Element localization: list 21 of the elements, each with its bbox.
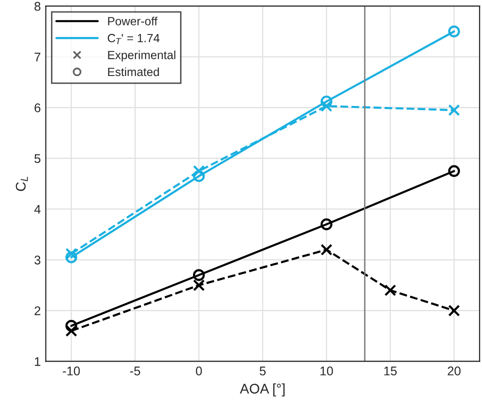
x-tick-label: 0 xyxy=(196,366,202,376)
annotation: Experimental xyxy=(108,50,176,62)
y-tick-label: 1 xyxy=(34,357,40,366)
x-tick-label: 5 xyxy=(260,366,266,376)
y-tick-label: 8 xyxy=(34,2,40,11)
x-tick-label: 10 xyxy=(320,366,333,376)
y-tick-label: 5 xyxy=(34,154,40,163)
y-tick-label: 2 xyxy=(34,306,40,316)
y-tick-label: 3 xyxy=(34,256,40,264)
legend-label: Power-off xyxy=(108,16,158,26)
y-tick-label: 4 xyxy=(34,205,41,214)
y-tick-label: 6 xyxy=(34,103,40,112)
x-tick-label: 20 xyxy=(448,366,461,376)
annotation: Estimated xyxy=(108,67,159,76)
x-tick-label: -5 xyxy=(130,366,140,376)
x-axis-title: AOA [°] xyxy=(240,383,285,396)
x-tick-label: -10 xyxy=(62,366,80,376)
y-axis-title: C$_{L}$ xyxy=(16,176,28,191)
x-tick-label: 15 xyxy=(384,366,397,376)
y-tick-label: 7 xyxy=(34,52,40,62)
legend-label: C$_{T}$' = 1.74 xyxy=(108,34,160,44)
